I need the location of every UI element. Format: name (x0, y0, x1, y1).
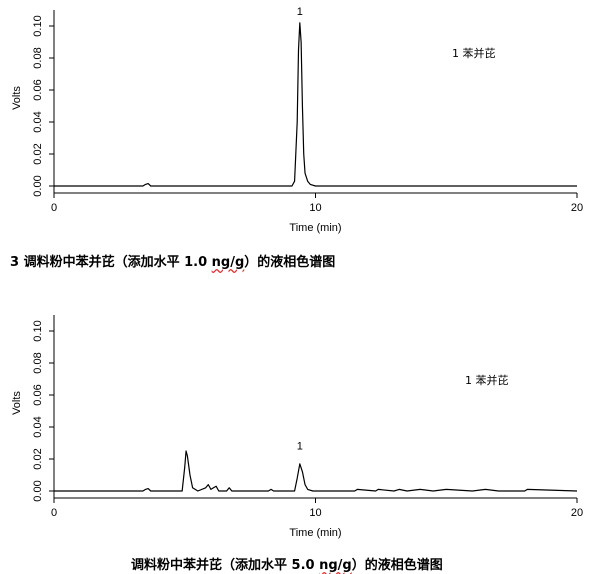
y-tick-label: 0.10 (32, 15, 44, 36)
chromatogram-2: 0 10 20 Time (min) 0.00 0.02 0.04 0.06 0.08 0.10 V… (11, 315, 583, 539)
legend-text: 1 苯并芘 (465, 373, 509, 387)
x-axis-label: Time (min) (289, 222, 341, 234)
caption-2-unit: ng/g (319, 558, 352, 573)
peak-label: 1 (297, 6, 303, 18)
x-tick-label: 20 (571, 202, 583, 214)
x-tick-label: 10 (309, 202, 321, 214)
caption-1-main: 3 调料粉中苯并芘（添加水平 1.0 (10, 255, 212, 270)
y-tick-label: 0.02 (32, 143, 44, 164)
y-tick-label: 0.06 (32, 384, 44, 405)
x-tick-label: 0 (51, 202, 57, 214)
y-tick-label: 0.02 (32, 448, 44, 469)
series-line (54, 22, 577, 187)
y-axis-label: Volts (11, 391, 23, 415)
y-axis-label: Volts (11, 86, 23, 110)
caption-1: 3 调料粉中苯并芘（添加水平 1.0 ng/g）的液相色谱图 (10, 251, 335, 270)
caption-1-tail: ）的液相色谱图 (244, 255, 336, 270)
caption-2-main: 调料粉中苯并芘（添加水平 5.0 (131, 558, 320, 573)
series-line (54, 450, 578, 492)
y-tick-label: 0.08 (32, 47, 44, 68)
legend-text: 1 苯并芘 (452, 46, 496, 60)
peak-label: 1 (297, 440, 303, 452)
caption-2: 调料粉中苯并芘（添加水平 5.0 ng/g）的液相色谱图 (131, 554, 443, 573)
y-tick-label: 0.10 (32, 320, 44, 341)
x-tick-label: 20 (571, 507, 583, 519)
y-tick-label: 0.08 (32, 352, 44, 373)
caption-1-unit: ng/g (211, 255, 245, 270)
x-tick-label: 0 (51, 507, 57, 519)
y-tick-label: 0.00 (32, 480, 44, 501)
y-tick-label: 0.04 (32, 111, 44, 132)
y-tick-label: 0.00 (32, 175, 44, 196)
y-tick-label: 0.04 (32, 416, 44, 437)
chromatogram-1: 0 10 20 Time (min) 0.00 0.02 0.04 0.06 0.08 0.10 V… (11, 6, 583, 234)
y-tick-label: 0.06 (32, 79, 44, 100)
x-axis-label: Time (min) (289, 527, 341, 539)
x-tick-label: 10 (309, 507, 321, 519)
caption-2-tail: ）的液相色谱图 (351, 558, 443, 573)
